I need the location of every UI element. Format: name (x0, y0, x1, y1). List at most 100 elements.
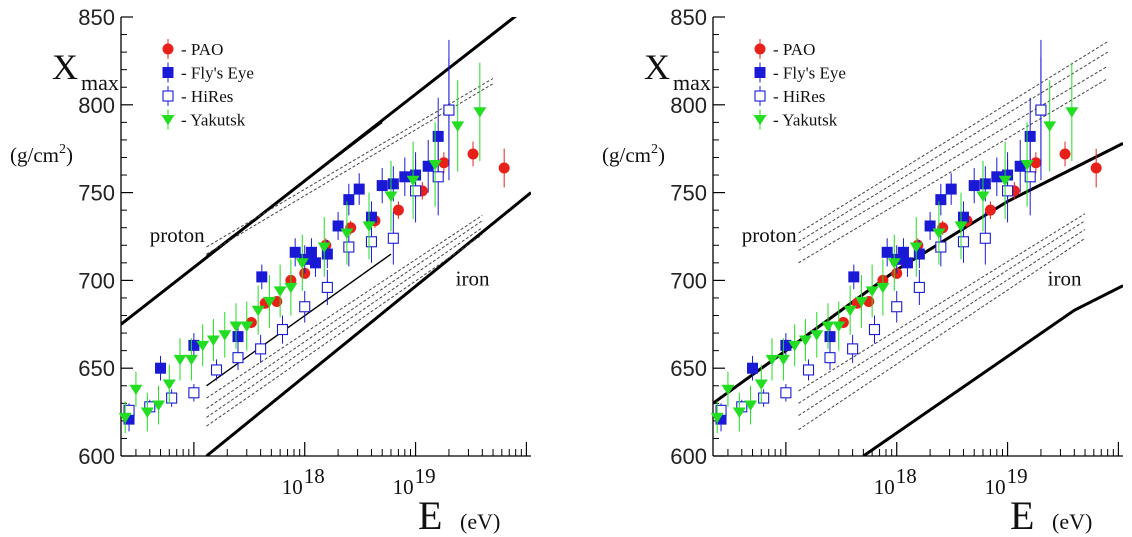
model-curve-dashed (798, 229, 1086, 417)
data-point (251, 305, 265, 317)
data-point (262, 296, 276, 308)
data-point (229, 321, 243, 332)
data-point (954, 221, 968, 232)
data-point (498, 162, 510, 174)
model-curve-dashed (798, 41, 1108, 234)
y-unit-base: (g/cm (10, 143, 59, 167)
data-point (210, 364, 223, 376)
data-point (273, 286, 287, 297)
data-point (384, 191, 398, 202)
data-point (284, 282, 298, 294)
data-point (932, 228, 946, 239)
x-axis-title-main: E (418, 493, 442, 537)
data-point (776, 354, 790, 366)
legend: - PAO - Fly's Eye - HiRes - Yakutsk (161, 39, 254, 130)
data-point (1059, 148, 1071, 160)
annotation-proton: proton (150, 223, 205, 247)
data-point (854, 296, 868, 308)
data-point (897, 246, 909, 258)
data-point (1035, 104, 1047, 116)
y-tick-label: 800 (670, 93, 707, 118)
data-point (998, 175, 1012, 187)
data-point (309, 257, 321, 269)
legend-item: - Fly's Eye (754, 62, 846, 83)
data-point (901, 257, 913, 269)
model-curves (121, 17, 531, 456)
model-curve-dashed (798, 237, 1086, 431)
data-point (232, 352, 244, 364)
data-point (747, 362, 759, 374)
data-point (321, 281, 333, 293)
series-yakutsk (118, 62, 487, 434)
x-tick-exponent: 19 (1007, 464, 1028, 488)
y-tick-label: 800 (78, 93, 115, 118)
data-point (289, 246, 301, 258)
data-point (876, 282, 890, 294)
data-point (451, 121, 465, 132)
data-point (848, 271, 860, 283)
model-curve-thick (205, 191, 531, 456)
model-curve-thick (862, 284, 1123, 456)
data-point (118, 412, 132, 424)
x-axis-title: E (eV) (1010, 493, 1092, 537)
model-curve-dashed (798, 51, 1108, 243)
legend-label: - Fly's Eye (773, 64, 846, 83)
data-point (365, 211, 377, 223)
model-curve-dashed (798, 65, 1108, 251)
annotation-proton: proton (742, 223, 797, 247)
annotation-iron: iron (1048, 267, 1082, 291)
y-unit-base: (g/cm (602, 143, 651, 167)
data-point (305, 246, 317, 258)
data-point (810, 330, 824, 341)
legend-label: - HiRes (181, 87, 233, 106)
data-point (365, 236, 378, 248)
y-tick-label: 650 (670, 356, 707, 381)
data-point (957, 211, 969, 223)
data-point (406, 175, 420, 187)
data-point (332, 220, 344, 232)
y-axis-unit: (g/cm2) (602, 142, 665, 167)
y-tick-label: 700 (78, 268, 115, 293)
y-unit-close: ) (658, 143, 665, 167)
data-point (968, 180, 980, 192)
data-point (399, 171, 411, 183)
model-curve-thin (206, 121, 383, 257)
data-point (868, 324, 881, 336)
data-point (232, 331, 244, 343)
data-point (353, 183, 365, 195)
data-point (256, 271, 268, 283)
model-curve-thin (206, 253, 392, 387)
y-unit-exponent: 2 (59, 142, 66, 157)
legend-marker (754, 43, 766, 55)
data-point (1043, 121, 1057, 132)
legend-item: - PAO (754, 39, 815, 59)
data-point (255, 343, 267, 355)
data-point (343, 194, 355, 206)
model-curve-dashed (206, 220, 483, 410)
data-point (754, 379, 768, 390)
x-axis-unit: (eV) (1052, 509, 1092, 534)
data-point (881, 246, 893, 258)
x-axis-title: E (eV) (418, 493, 500, 537)
y-tick-label: 650 (78, 356, 115, 381)
x-axis-unit: (eV) (460, 509, 500, 534)
y-tick-label: 750 (670, 181, 707, 206)
x-tick-exponent: 18 (304, 464, 325, 488)
legend: - PAO - Fly's Eye - HiRes - Yakutsk (753, 39, 846, 130)
annotation-iron: iron (456, 267, 490, 291)
data-point (1030, 157, 1042, 169)
model-curve-dashed (206, 214, 483, 399)
data-point (184, 354, 198, 366)
data-point (387, 232, 399, 244)
x-tick-label: 10 18 (282, 464, 325, 499)
data-point (276, 324, 289, 336)
data-point (317, 242, 331, 253)
data-point (832, 321, 846, 332)
data-point (343, 241, 355, 253)
y-unit-close: ) (66, 143, 73, 167)
data-point (824, 331, 836, 343)
